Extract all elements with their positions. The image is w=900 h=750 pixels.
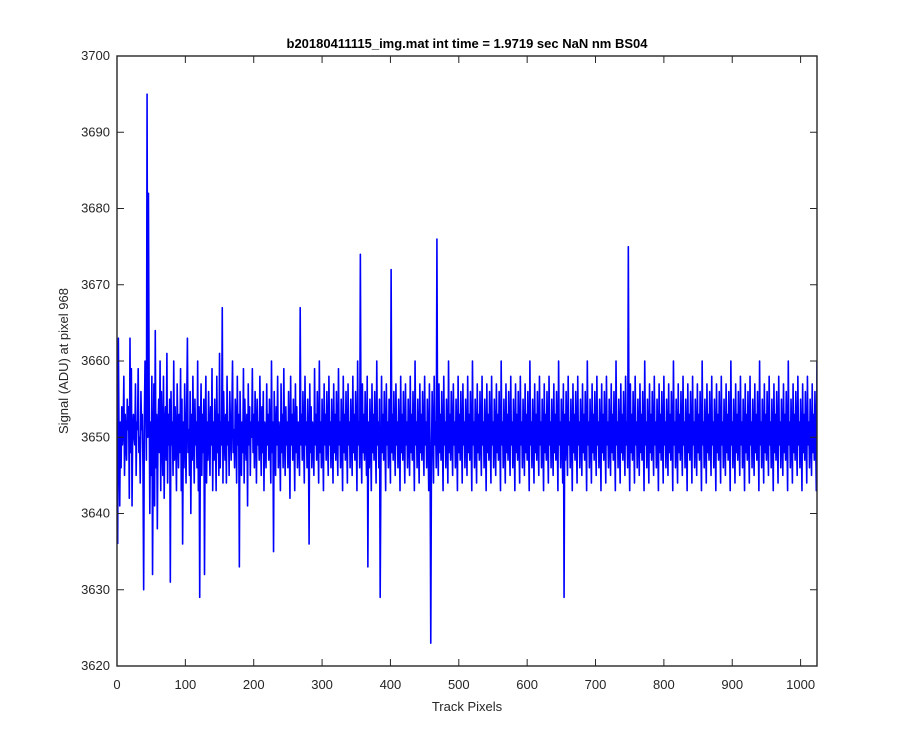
y-tick-label: 3700: [81, 48, 110, 63]
x-tick-label: 600: [516, 677, 538, 692]
x-tick-label: 400: [380, 677, 402, 692]
y-tick-label: 3690: [81, 124, 110, 139]
y-tick-label: 3630: [81, 582, 110, 597]
y-tick-label: 3620: [81, 658, 110, 673]
y-axis-ticks: 3620 3630 3640 3650 3660 3670 3680 3690 3700: [81, 48, 817, 673]
y-tick-label: 3670: [81, 277, 110, 292]
axes-background: [117, 56, 817, 666]
y-tick-label: 3640: [81, 506, 110, 521]
x-axis-label: Track Pixels: [432, 699, 503, 714]
x-tick-label: 700: [585, 677, 607, 692]
y-axis-label: Signal (ADU) at pixel 968: [56, 288, 71, 434]
x-tick-label: 100: [175, 677, 197, 692]
signal-series-line: [117, 93, 817, 644]
x-tick-label: 500: [448, 677, 470, 692]
y-tick-label: 3680: [81, 201, 110, 216]
x-tick-label: 0: [113, 677, 120, 692]
chart-title: b20180411115_img.mat int time = 1.9719 s…: [287, 36, 649, 51]
x-tick-label: 200: [243, 677, 265, 692]
x-axis-ticks: 0 100 200 300 400 500 600 700 800 900 1000: [113, 56, 815, 692]
x-tick-label: 1000: [786, 677, 815, 692]
x-tick-label: 900: [721, 677, 743, 692]
plot-area: [117, 93, 817, 644]
x-tick-label: 800: [653, 677, 675, 692]
y-tick-label: 3650: [81, 429, 110, 444]
y-tick-label: 3660: [81, 353, 110, 368]
x-tick-label: 300: [311, 677, 333, 692]
